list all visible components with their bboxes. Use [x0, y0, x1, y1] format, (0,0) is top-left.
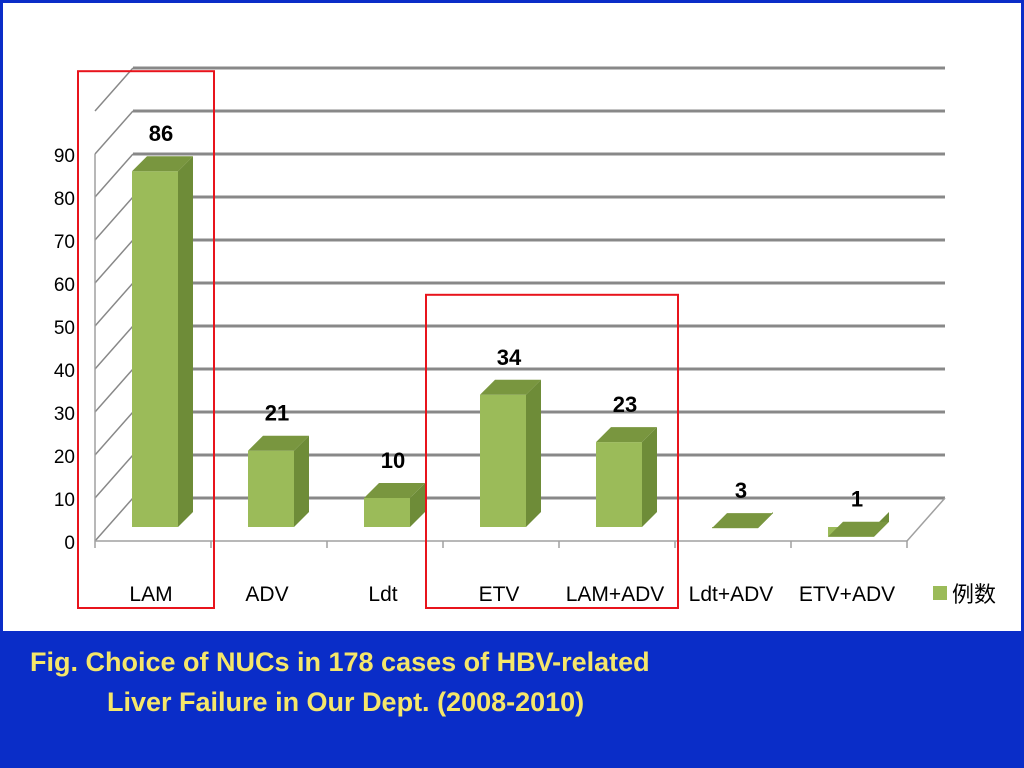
- bar: [828, 512, 889, 537]
- gridline-depth: [94, 282, 134, 327]
- bar: [712, 512, 773, 529]
- gridline-depth: [94, 239, 134, 284]
- gridline-depth: [94, 325, 134, 370]
- bar-side: [178, 156, 193, 527]
- bar-front: [364, 498, 410, 527]
- x-tick-label: ADV: [245, 583, 288, 606]
- y-tick-label: 80: [54, 189, 75, 210]
- data-label: 34: [497, 345, 522, 370]
- gridline-depth: [94, 153, 134, 198]
- bar-front: [596, 442, 642, 527]
- data-labels: 86 21 10 34 23 3 1: [149, 121, 863, 512]
- gridline-depth: [94, 110, 134, 155]
- bar-top: [828, 521, 889, 537]
- bar-side: [642, 427, 657, 527]
- bar-top: [712, 513, 773, 529]
- y-tick-label: 40: [54, 361, 75, 382]
- bar: [132, 156, 193, 527]
- y-tick-label: 0: [64, 533, 75, 554]
- data-label: 10: [381, 448, 405, 473]
- x-tick-label: LAM+ADV: [566, 583, 665, 606]
- x-tick-label: ETV+ADV: [799, 583, 895, 606]
- y-tick-label: 30: [54, 404, 75, 425]
- data-label: 3: [735, 478, 747, 503]
- bars: [132, 156, 889, 537]
- highlight-boxes: [77, 70, 679, 609]
- bar: [596, 427, 657, 527]
- highlight-box: [425, 293, 679, 609]
- gridline-depth: [94, 454, 134, 499]
- bar-side: [410, 483, 425, 527]
- y-tick-label: 20: [54, 447, 75, 468]
- bar: [248, 435, 309, 527]
- gridline-depth: [94, 196, 134, 241]
- bar-top: [364, 483, 425, 498]
- legend-label: 例数: [952, 583, 996, 608]
- chart-panel: 0 10 20 30 40 50 60 70 80 90 LAM ADV Ldt ETV LAM+ADV Ld…: [3, 3, 1021, 631]
- legend-entry: 例数: [933, 583, 996, 608]
- data-label: 86: [149, 121, 173, 146]
- x-tick-label: ETV: [479, 583, 520, 606]
- gridline-depth: [94, 497, 134, 542]
- bar-top: [480, 379, 541, 395]
- bar-top: [248, 435, 309, 451]
- data-label: 21: [265, 401, 289, 426]
- y-tick-label: 90: [54, 146, 75, 167]
- legend-swatch: [933, 586, 947, 600]
- gridline-depth: [94, 67, 134, 112]
- bar-front: [480, 394, 526, 527]
- caption-line-2: Liver Failure in Our Dept. (2008-2010): [107, 687, 585, 717]
- axes: 0 10 20 30 40 50 60 70 80 90 LAM ADV Ldt ETV LAM+ADV Ld…: [54, 146, 946, 606]
- gridline-depth: [94, 368, 134, 413]
- gridline-depth: [94, 411, 134, 456]
- y-tick-label: 60: [54, 275, 75, 296]
- bar-side: [294, 435, 309, 527]
- legend: 例数: [933, 583, 996, 608]
- data-label: 23: [613, 392, 637, 417]
- bar: [480, 379, 541, 527]
- bar-front: [132, 171, 178, 527]
- x-tick-label: Ldt: [368, 583, 397, 606]
- bar: [364, 483, 425, 527]
- bar-side: [526, 379, 541, 527]
- y-tick-label: 10: [54, 490, 75, 511]
- bar-front: [248, 450, 294, 527]
- highlight-box: [77, 70, 215, 609]
- x-tick-label: LAM: [129, 583, 172, 606]
- bar-chart: 0 10 20 30 40 50 60 70 80 90 LAM ADV Ldt ETV LAM+ADV Ld…: [54, 66, 996, 609]
- caption-line-1: Fig. Choice of NUCs in 178 cases of HBV-…: [30, 647, 650, 677]
- floor-right-edge: [906, 497, 946, 542]
- y-tick-label: 70: [54, 232, 75, 253]
- data-label: 1: [851, 487, 863, 512]
- y-tick-label: 50: [54, 318, 75, 339]
- x-tick-label: Ldt+ADV: [689, 583, 774, 606]
- bar-top: [596, 427, 657, 443]
- bar-top: [132, 156, 193, 172]
